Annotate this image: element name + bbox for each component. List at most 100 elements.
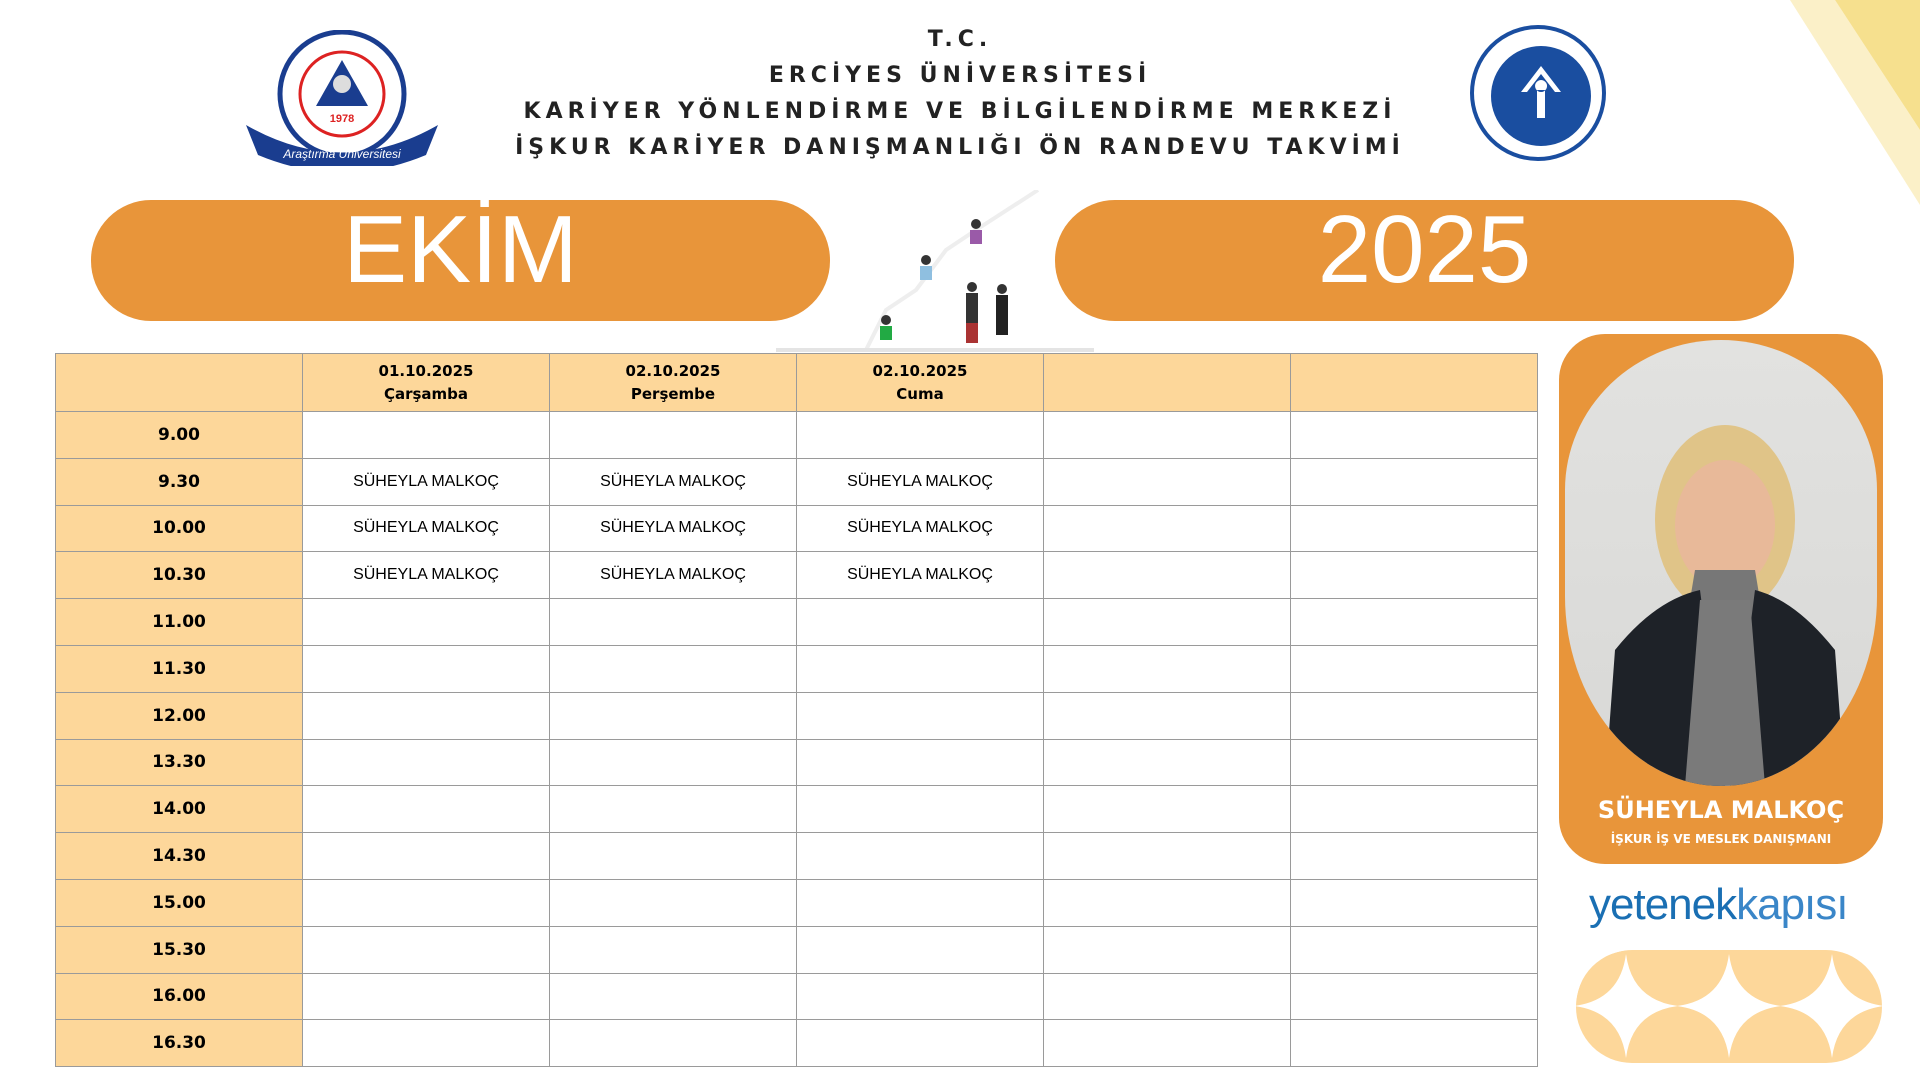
time-slot: 11.00 xyxy=(55,598,303,646)
appointment-cell xyxy=(302,411,550,459)
appointment-cell xyxy=(302,644,550,693)
appointment-cell xyxy=(302,878,550,927)
appointment-cell xyxy=(796,691,1044,740)
appointment-cell xyxy=(302,785,550,834)
day-column-header xyxy=(1043,353,1291,412)
appointment-cell xyxy=(1043,972,1291,1021)
appointment-cell xyxy=(549,644,797,693)
time-slot: 16.00 xyxy=(55,972,303,1021)
table-row: 15.00 xyxy=(55,878,1538,927)
table-row: 9.30 SÜHEYLA MALKOÇ SÜHEYLA MALKOÇ SÜHEYLA … xyxy=(55,457,1538,506)
appointment-cell xyxy=(302,972,550,1021)
appointment-cell xyxy=(549,925,797,974)
appointment-cell xyxy=(1043,878,1291,927)
appointment-cell xyxy=(302,832,550,880)
header-line: KARİYER YÖNLENDİRME VE BİLGİLENDİRME MER… xyxy=(523,99,1397,124)
table-row: 14.00 xyxy=(55,785,1538,834)
appointment-cell xyxy=(302,691,550,740)
table-row: 15.30 xyxy=(55,925,1538,974)
appointment-cell xyxy=(1043,1019,1291,1068)
appointment-cell xyxy=(1290,644,1538,693)
day-column-header: 02.10.2025 Perşembe xyxy=(549,353,797,412)
people-illustration xyxy=(776,190,1094,352)
appointment-cell: SÜHEYLA MALKOÇ xyxy=(302,504,550,553)
appointment-table: 01.10.2025 Çarşamba 02.10.2025 Perşembe 02… xyxy=(55,353,1538,1068)
appointment-cell xyxy=(796,972,1044,1021)
appointment-cell xyxy=(796,644,1044,693)
career-center-logo xyxy=(1470,25,1606,161)
appointment-cell xyxy=(549,785,797,834)
appointment-cell xyxy=(1290,925,1538,974)
appointment-cell xyxy=(796,785,1044,834)
appointment-cell xyxy=(302,738,550,787)
appointment-cell xyxy=(549,691,797,740)
appointment-cell: SÜHEYLA MALKOÇ xyxy=(302,551,550,600)
appointment-cell xyxy=(1290,832,1538,880)
appointment-cell: SÜHEYLA MALKOÇ xyxy=(796,504,1044,553)
time-slot: 10.00 xyxy=(55,504,303,553)
appointment-cell xyxy=(1290,551,1538,600)
table-row: 12.00 xyxy=(55,691,1538,740)
table-header-row: 01.10.2025 Çarşamba 02.10.2025 Perşembe 02… xyxy=(55,353,1538,412)
header-line: ERCİYES ÜNİVERSİTESİ xyxy=(768,63,1152,88)
table-row: 14.30 xyxy=(55,832,1538,880)
appointment-cell xyxy=(1043,925,1291,974)
time-slot: 14.00 xyxy=(55,785,303,834)
document-header: T.C. ERCİYES ÜNİVERSİTESİ KARİYER YÖNLEN… xyxy=(460,22,1460,166)
appointment-cell xyxy=(1290,1019,1538,1068)
table-row: 16.00 xyxy=(55,972,1538,1021)
counselor-photo xyxy=(1565,340,1877,786)
year-banner: 2025 xyxy=(1055,200,1794,321)
appointment-cell xyxy=(549,738,797,787)
appointment-cell xyxy=(1290,598,1538,646)
appointment-cell xyxy=(549,411,797,459)
day-column-header xyxy=(1290,353,1538,412)
appointment-cell xyxy=(1290,691,1538,740)
appointment-cell: SÜHEYLA MALKOÇ xyxy=(549,504,797,553)
appointment-cell xyxy=(796,878,1044,927)
appointment-cell xyxy=(1290,457,1538,506)
appointment-cell xyxy=(1290,785,1538,834)
table-row: 10.00 SÜHEYLA MALKOÇ SÜHEYLA MALKOÇ SÜHEYLA… xyxy=(55,504,1538,553)
header-line: T.C. xyxy=(927,27,993,52)
appointment-cell xyxy=(796,598,1044,646)
header-line: İŞKUR KARİYER DANIŞMANLIĞI ÖN RANDEVU TA… xyxy=(515,135,1405,160)
appointment-cell xyxy=(302,925,550,974)
erciyes-university-logo: 1978 Araştırma Üniversitesi xyxy=(246,30,438,166)
appointment-cell xyxy=(1043,598,1291,646)
appointment-cell xyxy=(796,411,1044,459)
appointment-cell xyxy=(1043,832,1291,880)
time-slot: 9.00 xyxy=(55,411,303,459)
appointment-cell xyxy=(1043,691,1291,740)
appointment-cell: SÜHEYLA MALKOÇ xyxy=(549,457,797,506)
stars-decoration xyxy=(1524,898,1884,1063)
time-slot: 14.30 xyxy=(55,832,303,880)
appointment-cell: SÜHEYLA MALKOÇ xyxy=(302,457,550,506)
appointment-cell xyxy=(302,1019,550,1068)
appointment-cell xyxy=(796,832,1044,880)
month-banner: EKİM xyxy=(91,200,830,321)
appointment-cell xyxy=(1043,785,1291,834)
appointment-cell xyxy=(549,1019,797,1068)
time-slot: 15.00 xyxy=(55,878,303,927)
appointment-cell xyxy=(796,1019,1044,1068)
appointment-cell xyxy=(1043,644,1291,693)
appointment-cell xyxy=(796,925,1044,974)
appointment-cell xyxy=(549,972,797,1021)
time-slot: 9.30 xyxy=(55,457,303,506)
appointment-cell xyxy=(1290,504,1538,553)
time-column-header xyxy=(55,353,303,412)
appointment-cell xyxy=(549,878,797,927)
counselor-card: SÜHEYLA MALKOÇ İŞKUR İŞ VE MESLEK DANIŞM… xyxy=(1559,334,1883,864)
table-row: 9.00 xyxy=(55,411,1538,459)
appointment-cell xyxy=(549,598,797,646)
table-row: 10.30 SÜHEYLA MALKOÇ SÜHEYLA MALKOÇ SÜHEYLA… xyxy=(55,551,1538,600)
month-label: EKİM xyxy=(343,196,578,303)
time-slot: 12.00 xyxy=(55,691,303,740)
day-column-header: 02.10.2025 Cuma xyxy=(796,353,1044,412)
year-label: 2025 xyxy=(1317,196,1532,303)
time-slot: 13.30 xyxy=(55,738,303,787)
yetenek-kapisi-logo: yetenekkapısı xyxy=(1589,880,1849,929)
counselor-title: İŞKUR İŞ VE MESLEK DANIŞMANI xyxy=(1610,832,1832,846)
time-slot: 11.30 xyxy=(55,644,303,693)
